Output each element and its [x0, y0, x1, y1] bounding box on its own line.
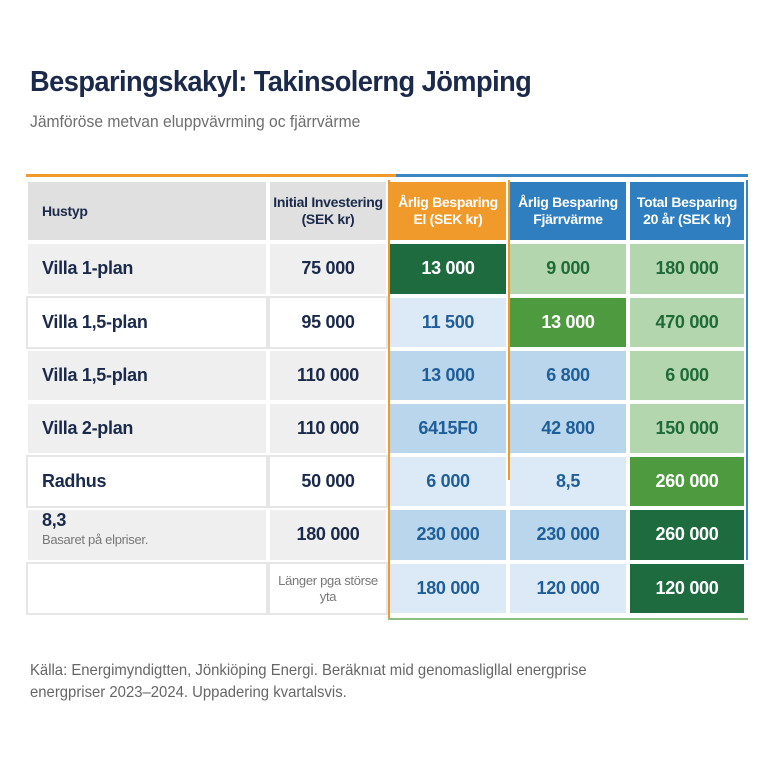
- cell-total: 260 000: [628, 455, 746, 508]
- cell-fjarr: 8,5: [508, 455, 628, 508]
- cell-fjarr: 42 800: [508, 402, 628, 455]
- cell-hustyp: [26, 562, 268, 615]
- header-hustyp: Hustyp: [26, 180, 268, 242]
- accent-line-orange: [26, 174, 396, 177]
- cell-investering: 180 000: [268, 508, 388, 562]
- cell-fjarr: 230 000: [508, 508, 628, 562]
- cell-el: 13 000: [388, 242, 508, 296]
- cell-total: 470 000: [628, 296, 746, 349]
- cell-total: 260 000: [628, 508, 746, 562]
- header-arlig-fjarr: Årlig Besparing Fjärrvärme: [508, 180, 628, 242]
- header-arlig-el: Årlig Besparing El (SEK kr): [388, 180, 508, 242]
- cell-fjarr: 9 000: [508, 242, 628, 296]
- cell-hustyp: Radhus: [26, 455, 268, 508]
- footnote-line-1: Källa: Energimyndigtten, Jönkiöping Ener…: [30, 662, 587, 679]
- cell-el: 6415F0: [388, 402, 508, 455]
- cell-hustyp: Villa 1,5-plan: [26, 296, 268, 349]
- total-column-border-right: [746, 180, 748, 560]
- cell-total: 180 000: [628, 242, 746, 296]
- header-total: Total Besparing 20 år (SEK kr): [628, 180, 746, 242]
- cell-hustyp: Villa 1-plan: [26, 242, 268, 296]
- page-subtitle: Jämföröse metvan eluppvävrming oc fjärrv…: [30, 112, 361, 131]
- cell-el: 6 000: [388, 455, 508, 508]
- cell-fjarr: 6 800: [508, 349, 628, 402]
- cell-total: 6 000: [628, 349, 746, 402]
- cell-fjarr: 13 000: [508, 296, 628, 349]
- source-footnote: Källa: Energimyndigtten, Jönkiöping Ener…: [30, 660, 681, 704]
- cell-investering: 95 000: [268, 296, 388, 349]
- cell-investering: 75 000: [268, 242, 388, 296]
- accent-line-blue: [396, 174, 748, 177]
- cell-el: 230 000: [388, 508, 508, 562]
- hustyp-note: Basaret på elpriser.: [42, 531, 149, 547]
- savings-table: Hustyp Initial Investering (SEK kr) Årli…: [26, 180, 746, 615]
- cell-investering: 50 000: [268, 455, 388, 508]
- cell-el: 13 000: [388, 349, 508, 402]
- cell-fjarr: 120 000: [508, 562, 628, 615]
- cell-investering: 110 000: [268, 349, 388, 402]
- cell-investering: 110 000: [268, 402, 388, 455]
- cell-el: 11 500: [388, 296, 508, 349]
- cell-hustyp: Villa 1,5-plan: [26, 349, 268, 402]
- cell-hustyp: 8,3 Basaret på elpriser.: [26, 508, 268, 562]
- cell-hustyp: Villa 2-plan: [26, 402, 268, 455]
- el-column-border-right: [508, 180, 510, 480]
- page-title: Besparingskakyl: Takinsolerng Jömping: [30, 66, 532, 98]
- hustyp-value: 8,3: [42, 510, 67, 530]
- header-investering: Initial Investering (SEK kr): [268, 180, 388, 242]
- footnote-line-2: energpriser 2023–2024. Uppadering kvarta…: [30, 684, 347, 701]
- cell-investering-note: Länger pga störse yta: [268, 562, 388, 615]
- cell-total: 120 000: [628, 562, 746, 615]
- el-column-border-left: [388, 180, 392, 620]
- cell-total: 150 000: [628, 402, 746, 455]
- table-bottom-border: [388, 618, 748, 620]
- cell-el: 180 000: [388, 562, 508, 615]
